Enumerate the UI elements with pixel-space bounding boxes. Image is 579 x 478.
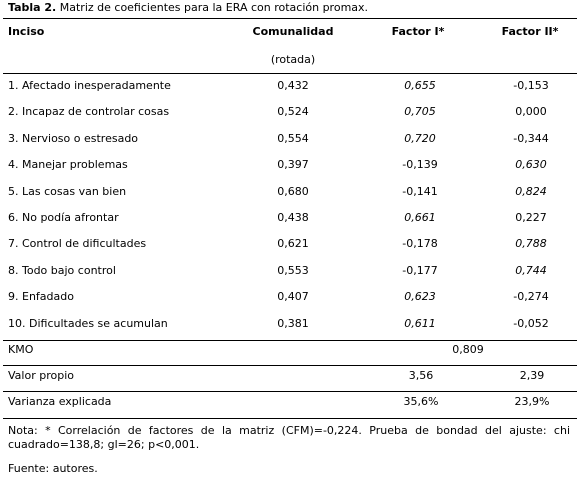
eigen-value: 2,39	[519, 369, 545, 382]
cell: 0,432	[277, 79, 309, 92]
header-cell: Inciso	[8, 25, 45, 38]
cell: -0,344	[513, 131, 549, 145]
kmo-label: KMO	[8, 343, 34, 356]
variance-value: 35,6%	[403, 395, 439, 408]
subheader: (rotada)	[270, 53, 316, 66]
caption: Tabla 2. Matriz de coeficientes para la …	[8, 1, 368, 14]
rule	[3, 18, 577, 19]
note: Nota: * Correlación de factores de la ma…	[8, 424, 570, 451]
cell: 0,705	[404, 105, 436, 119]
cell: -0,178	[402, 237, 438, 251]
rule	[3, 340, 577, 341]
row-label: 9. Enfadado	[8, 290, 74, 304]
row-label: 6. No podía afrontar	[8, 211, 119, 224]
header-cell: Factor I*	[391, 25, 445, 38]
eigen-label: Valor propio	[8, 369, 74, 382]
cell: 0,680	[277, 184, 309, 198]
eigen-value: 3,56	[408, 369, 434, 382]
cell: 0,611	[404, 316, 436, 330]
cell: 0,720	[404, 131, 436, 145]
cell: -0,153	[513, 79, 549, 92]
header-cell: Factor II*	[501, 25, 559, 38]
cell: 0,438	[277, 211, 309, 224]
cell: -0,141	[402, 184, 438, 198]
source: Fuente: autores.	[8, 462, 98, 475]
cell: 0,630	[515, 158, 547, 172]
variance-label: Varianza explicada	[8, 395, 112, 408]
cell: 0,553	[277, 263, 309, 277]
cell: -0,139	[402, 158, 438, 172]
cell: 0,824	[515, 184, 547, 198]
cell: 0,554	[277, 131, 309, 145]
cell: 0,623	[404, 290, 436, 304]
cell: 0,397	[277, 158, 309, 172]
row-label: 7. Control de dificultades	[8, 237, 147, 251]
row-label: 5. Las cosas van bien	[8, 184, 127, 198]
cell: 0,744	[515, 263, 547, 277]
cell: 0,381	[277, 316, 309, 330]
cell: -0,052	[513, 316, 549, 330]
cell: -0,274	[513, 290, 549, 304]
row-label: 3. Nervioso o estresado	[8, 131, 139, 145]
header-cell: Comunalidad	[252, 25, 334, 38]
cell: -0,177	[402, 263, 438, 277]
rule	[3, 418, 577, 419]
variance-value: 23,9%	[514, 395, 550, 408]
cell: 0,661	[404, 211, 436, 224]
caption-text: Matriz de coeficientes para la ERA con r…	[59, 1, 369, 14]
cell: 0,655	[404, 79, 436, 92]
row-label: 2. Incapaz de controlar cosas	[8, 105, 170, 119]
cell: 0,788	[515, 237, 547, 251]
cell: 0,621	[277, 237, 309, 251]
row-label: 1. Afectado inesperadamente	[8, 79, 171, 92]
caption-label: Tabla 2.	[8, 1, 57, 14]
rule	[3, 391, 577, 392]
cell: 0,407	[277, 290, 309, 304]
kmo-value: 0,809	[452, 343, 484, 356]
row-label: 4. Manejar problemas	[8, 158, 128, 172]
rule	[3, 365, 577, 366]
row-label: 10. Dificultades se acumulan	[8, 316, 168, 330]
cell: 0,000	[515, 105, 547, 119]
row-label: 8. Todo bajo control	[8, 263, 116, 277]
rule	[3, 73, 577, 74]
cell: 0,227	[515, 211, 547, 224]
cell: 0,524	[277, 105, 309, 119]
